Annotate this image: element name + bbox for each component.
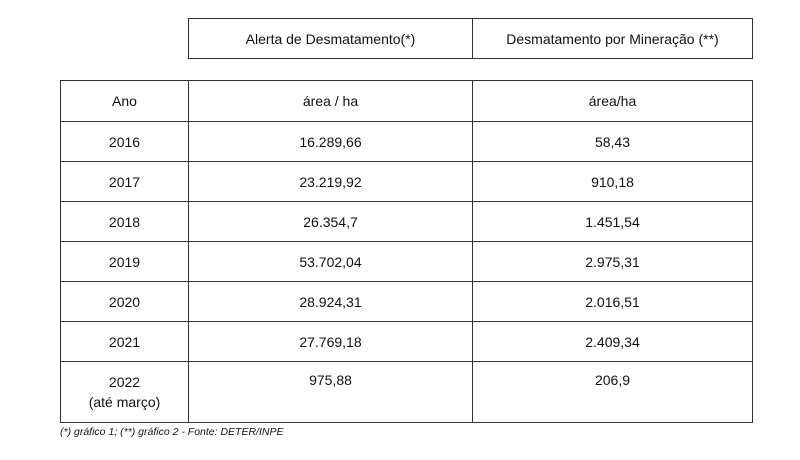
value-cell: 2.409,34: [472, 321, 753, 362]
group-header: Desmatamento por Mineração (**): [472, 18, 753, 59]
value-cell: 910,18: [472, 161, 753, 202]
value-cell: 58,43: [472, 121, 753, 162]
year-cell: 2021: [60, 321, 189, 362]
column-header: área/ha: [472, 80, 753, 122]
value-cell: 206,9: [472, 361, 753, 423]
footnote: (*) gráfico 1; (**) gráfico 2 - Fonte: D…: [60, 426, 284, 438]
year-cell: 2016: [60, 121, 189, 162]
year-cell: 2017: [60, 161, 189, 202]
year-cell: 2020: [60, 281, 189, 322]
value-cell: 28.924,31: [188, 281, 473, 322]
value-cell: 975,88: [188, 361, 473, 423]
value-cell: 53.702,04: [188, 241, 473, 282]
column-header: área / ha: [188, 80, 473, 122]
value-cell: 2.975,31: [472, 241, 753, 282]
group-header: Alerta de Desmatamento(*): [188, 18, 473, 59]
value-cell: 1.451,54: [472, 201, 753, 242]
value-cell: 26.354,7: [188, 201, 473, 242]
year-cell: 2019: [60, 241, 189, 282]
value-cell: 2.016,51: [472, 281, 753, 322]
column-header: Ano: [60, 80, 189, 122]
year-cell: 2018: [60, 201, 189, 242]
value-cell: 27.769,18: [188, 321, 473, 362]
value-cell: 16.289,66: [188, 121, 473, 162]
value-cell: 23.219,92: [188, 161, 473, 202]
year-cell: 2022 (até março): [60, 361, 189, 423]
